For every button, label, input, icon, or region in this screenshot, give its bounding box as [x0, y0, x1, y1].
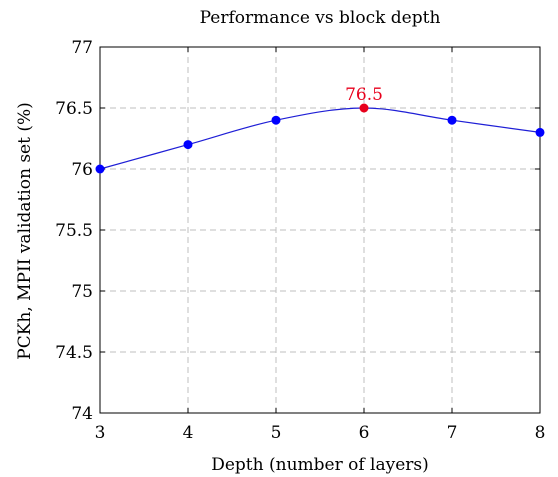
data-point [95, 164, 105, 174]
series [95, 103, 545, 174]
x-tick-label: 7 [447, 423, 458, 443]
x-tick-label: 3 [95, 423, 106, 443]
y-tick-label: 75 [71, 282, 93, 302]
data-point [183, 140, 193, 150]
chart-title: Performance vs block depth [200, 8, 441, 28]
data-point [271, 115, 281, 125]
x-tick-label: 6 [359, 423, 370, 443]
y-tick-label: 77 [71, 38, 93, 58]
y-tick-labels: 74 74.5 75 75.5 76 76.5 77 [55, 38, 93, 424]
y-tick-label: 74 [71, 404, 93, 424]
grid [99, 46, 541, 414]
y-tick-label: 76.5 [55, 99, 93, 119]
x-tick-label: 4 [183, 423, 194, 443]
series-line [99, 107, 541, 170]
highlight-label: 76.5 [345, 85, 383, 105]
y-tick-label: 76 [71, 160, 93, 180]
y-tick-label: 74.5 [55, 343, 93, 363]
axes [99, 46, 541, 414]
x-axis-label: Depth (number of layers) [211, 455, 429, 475]
highlight-point [359, 103, 369, 113]
x-tick-label: 8 [535, 423, 546, 443]
data-point [535, 127, 545, 137]
x-tick-labels: 3 4 5 6 7 8 [95, 423, 546, 443]
x-tick-label: 5 [271, 423, 282, 443]
y-axis-label: PCKh, MPII validation set (%) [15, 102, 35, 360]
data-point [447, 115, 457, 125]
y-tick-label: 75.5 [55, 221, 93, 241]
